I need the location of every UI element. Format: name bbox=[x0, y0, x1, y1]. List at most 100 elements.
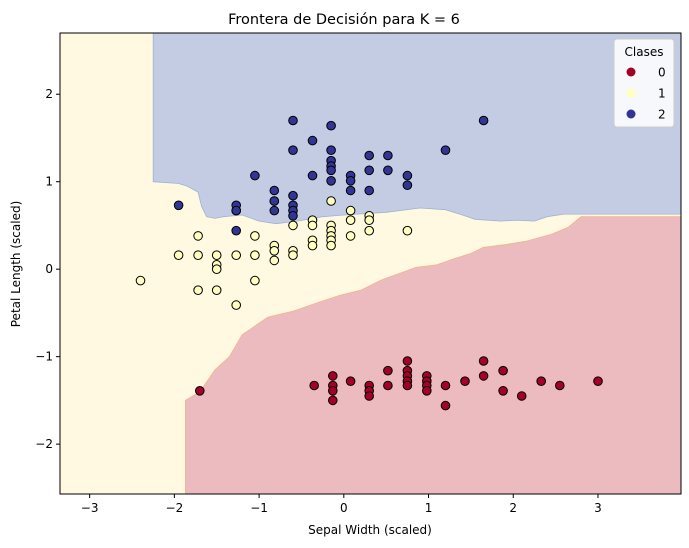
x-tick-label: −2 bbox=[166, 501, 184, 515]
data-point-class-1 bbox=[364, 215, 375, 225]
data-point-class-1 bbox=[250, 231, 260, 241]
x-tick-label: 0 bbox=[340, 501, 348, 515]
data-point-class-0 bbox=[422, 386, 432, 396]
legend-marker-0 bbox=[626, 67, 636, 77]
data-point-class-2 bbox=[364, 165, 375, 176]
data-point-class-1 bbox=[193, 231, 203, 241]
data-point-class-2 bbox=[383, 150, 393, 161]
chart-title: Frontera de Decisión para K = 6 bbox=[228, 12, 460, 28]
data-point-class-0 bbox=[402, 356, 413, 366]
decision-region-class-2 bbox=[152, 33, 681, 225]
y-tick-label: −2 bbox=[35, 437, 53, 451]
legend-title: Clases bbox=[625, 45, 664, 59]
data-point-class-1 bbox=[307, 240, 318, 251]
data-point-class-0 bbox=[460, 376, 470, 387]
scatter-points bbox=[135, 115, 603, 411]
data-point-class-2 bbox=[326, 120, 336, 131]
data-point-class-2 bbox=[478, 115, 489, 126]
data-point-class-1 bbox=[269, 246, 280, 256]
data-point-class-0 bbox=[328, 371, 338, 381]
data-point-class-1 bbox=[288, 220, 298, 231]
data-point-class-1 bbox=[307, 220, 318, 231]
x-tick-label: 1 bbox=[425, 501, 433, 515]
legend-marker-2 bbox=[626, 109, 636, 119]
data-point-class-1 bbox=[231, 300, 241, 310]
data-point-class-0 bbox=[195, 386, 205, 396]
data-point-class-1 bbox=[211, 264, 222, 275]
data-point-class-1 bbox=[250, 275, 260, 286]
data-point-class-0 bbox=[440, 380, 451, 391]
x-tick-label: 2 bbox=[509, 501, 517, 515]
data-point-class-2 bbox=[345, 185, 356, 196]
data-point-class-0 bbox=[328, 386, 338, 396]
data-point-class-0 bbox=[345, 376, 356, 387]
data-point-class-1 bbox=[173, 250, 184, 260]
data-point-class-1 bbox=[326, 196, 336, 206]
data-point-class-0 bbox=[364, 391, 375, 401]
data-point-class-1 bbox=[364, 225, 375, 236]
data-point-class-2 bbox=[326, 176, 336, 186]
data-point-class-2 bbox=[231, 225, 241, 236]
decision-region-class-0 bbox=[185, 216, 681, 494]
x-tick-label: −3 bbox=[81, 501, 99, 515]
data-point-class-1 bbox=[269, 255, 280, 266]
y-tick-label: 2 bbox=[45, 87, 53, 101]
data-point-class-1 bbox=[288, 250, 298, 260]
y-tick-label: −1 bbox=[35, 350, 53, 364]
legend-marker-1 bbox=[626, 88, 636, 98]
data-point-class-0 bbox=[478, 371, 489, 381]
data-point-class-2 bbox=[288, 145, 298, 155]
data-point-class-1 bbox=[345, 231, 356, 241]
data-point-class-0 bbox=[498, 386, 508, 396]
legend-label-1: 1 bbox=[658, 87, 666, 101]
data-point-class-0 bbox=[593, 376, 603, 387]
data-point-class-0 bbox=[555, 380, 565, 391]
y-tick-label: 1 bbox=[45, 175, 53, 189]
data-point-class-0 bbox=[498, 365, 508, 376]
data-point-class-1 bbox=[193, 285, 203, 296]
data-point-class-1 bbox=[345, 205, 356, 216]
plot-frame bbox=[59, 32, 682, 495]
data-point-class-2 bbox=[440, 145, 451, 155]
data-point-class-1 bbox=[231, 250, 241, 260]
data-point-class-1 bbox=[326, 240, 336, 251]
data-point-class-1 bbox=[211, 285, 222, 296]
data-point-class-2 bbox=[364, 150, 375, 161]
data-point-class-1 bbox=[250, 250, 260, 260]
x-axis-label: Sepal Width (scaled) bbox=[308, 523, 432, 537]
y-axis: −2 −1 0 1 2 bbox=[35, 87, 60, 451]
data-point-class-2 bbox=[326, 165, 336, 176]
x-tick-label: 3 bbox=[594, 501, 602, 515]
data-point-class-0 bbox=[309, 380, 320, 391]
data-point-class-1 bbox=[193, 250, 203, 260]
data-point-class-0 bbox=[402, 380, 413, 391]
y-axis-label: Petal Length (scaled) bbox=[9, 201, 23, 328]
data-point-class-0 bbox=[536, 376, 547, 387]
data-point-class-2 bbox=[383, 165, 393, 176]
y-tick-label: 0 bbox=[45, 262, 53, 276]
data-point-class-2 bbox=[307, 135, 318, 146]
data-point-class-2 bbox=[250, 170, 260, 181]
data-point-class-1 bbox=[345, 215, 356, 225]
x-axis: −3 −2 −1 0 1 2 3 bbox=[81, 494, 602, 515]
data-point-class-1 bbox=[211, 250, 222, 260]
legend-box bbox=[613, 38, 675, 128]
data-point-class-2 bbox=[288, 190, 298, 201]
data-point-class-0 bbox=[383, 380, 393, 391]
data-point-class-2 bbox=[288, 211, 298, 221]
data-point-class-2 bbox=[326, 145, 336, 155]
data-point-class-2 bbox=[402, 180, 413, 190]
data-point-class-0 bbox=[478, 356, 489, 366]
plot-area bbox=[60, 33, 681, 494]
legend-label-2: 2 bbox=[658, 108, 666, 122]
legend-label-0: 0 bbox=[658, 66, 666, 80]
data-point-class-2 bbox=[269, 205, 280, 216]
data-point-class-2 bbox=[269, 196, 280, 206]
data-point-class-2 bbox=[231, 205, 241, 216]
data-point-class-2 bbox=[173, 200, 184, 211]
data-point-class-1 bbox=[402, 225, 413, 236]
data-point-class-2 bbox=[345, 176, 356, 186]
data-point-class-0 bbox=[440, 400, 451, 411]
data-point-class-2 bbox=[288, 115, 298, 126]
